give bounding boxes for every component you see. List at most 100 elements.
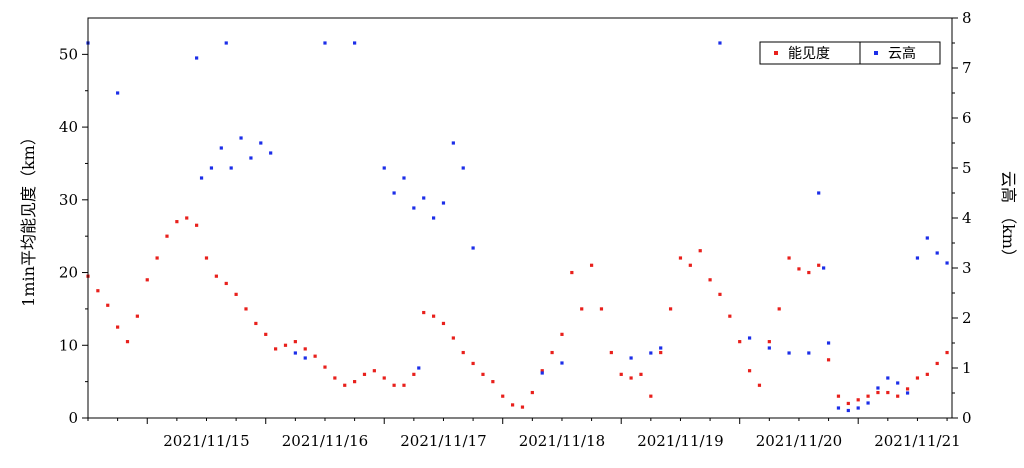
data-point [817,191,821,195]
data-point [244,307,248,311]
data-point [412,206,416,210]
data-point [836,394,841,398]
series-cloud-height [86,41,949,413]
data-point [382,166,386,170]
data-point [935,251,939,255]
data-point [422,310,426,315]
data-point [199,176,204,180]
data-point [659,350,663,355]
data-point [767,340,771,344]
data-point [412,372,416,376]
data-point [609,350,613,355]
data-point [599,307,604,311]
data-point [481,372,485,376]
y-left-tick-label: 10 [59,336,78,354]
data-point [249,156,253,160]
data-point [915,376,920,380]
y-right-tick-label: 1 [962,359,972,377]
data-point [471,246,475,250]
data-point [846,401,850,406]
data-point [580,307,584,311]
data-point [935,361,939,366]
data-point [392,383,396,387]
series-visibility [86,216,949,409]
data-point [501,394,505,398]
data-point [570,270,574,275]
data-point [362,372,367,376]
data-point [540,369,544,373]
data-point [417,366,421,370]
data-point [432,314,436,318]
legend-box [859,41,941,65]
data-point [905,391,910,395]
data-point [96,289,100,293]
data-point [214,274,218,278]
data-point [239,136,243,140]
data-point [293,351,297,355]
legend-item: 云高 [859,41,941,65]
x-tick-label: 2021/11/17 [400,432,486,450]
x-tick-label: 2021/11/18 [519,432,605,450]
data-point [856,398,860,402]
data-point [116,91,120,95]
data-point [451,336,455,340]
data-point [886,376,890,380]
data-point [708,278,712,282]
data-point [629,376,633,380]
data-point [718,292,722,296]
data-point [757,383,762,387]
data-point [293,340,297,344]
data-point [382,376,386,380]
y-right-tick-label: 3 [962,259,972,277]
data-point [234,292,238,296]
y-right-tick-label: 4 [962,209,972,227]
data-point [826,341,831,345]
data-point [145,278,149,282]
x-tick-label: 2021/11/19 [637,432,723,450]
data-point [846,408,850,413]
data-point [876,386,880,390]
plot-frame [87,17,953,419]
data-point [422,196,426,200]
data-point [219,146,223,150]
data-point [540,371,544,375]
data-point [649,394,653,398]
data-point [619,372,623,376]
data-point [925,236,929,240]
data-point [441,201,446,205]
data-point [896,381,900,385]
data-point [432,216,436,220]
data-point [283,343,288,347]
data-point [323,41,327,45]
data-point [402,176,406,180]
data-point [441,321,446,326]
data-point [303,356,307,360]
data-point [491,380,495,384]
data-point [698,249,702,253]
data-point [659,346,663,350]
data-point [807,351,811,355]
x-tick-label: 2021/11/16 [282,432,368,450]
data-point [718,41,722,45]
legend-marker [874,51,878,55]
data-point [822,266,826,270]
data-point [797,267,801,271]
data-point [767,346,771,350]
y-right-tick-label: 0 [962,409,972,427]
data-point [856,406,860,410]
data-point [125,340,130,344]
legend-label: 云高 [888,45,916,62]
data-point [392,191,396,195]
y-right-tick-label: 6 [962,109,972,127]
y-right-tick-label: 7 [962,59,972,77]
data-point [343,383,347,387]
data-point [116,325,120,329]
data-point [787,256,791,260]
data-point [866,394,870,398]
data-point [224,41,228,45]
data-point [461,350,465,355]
legend-label: 能见度 [788,46,830,62]
data-point [402,383,406,387]
data-point [639,372,643,376]
